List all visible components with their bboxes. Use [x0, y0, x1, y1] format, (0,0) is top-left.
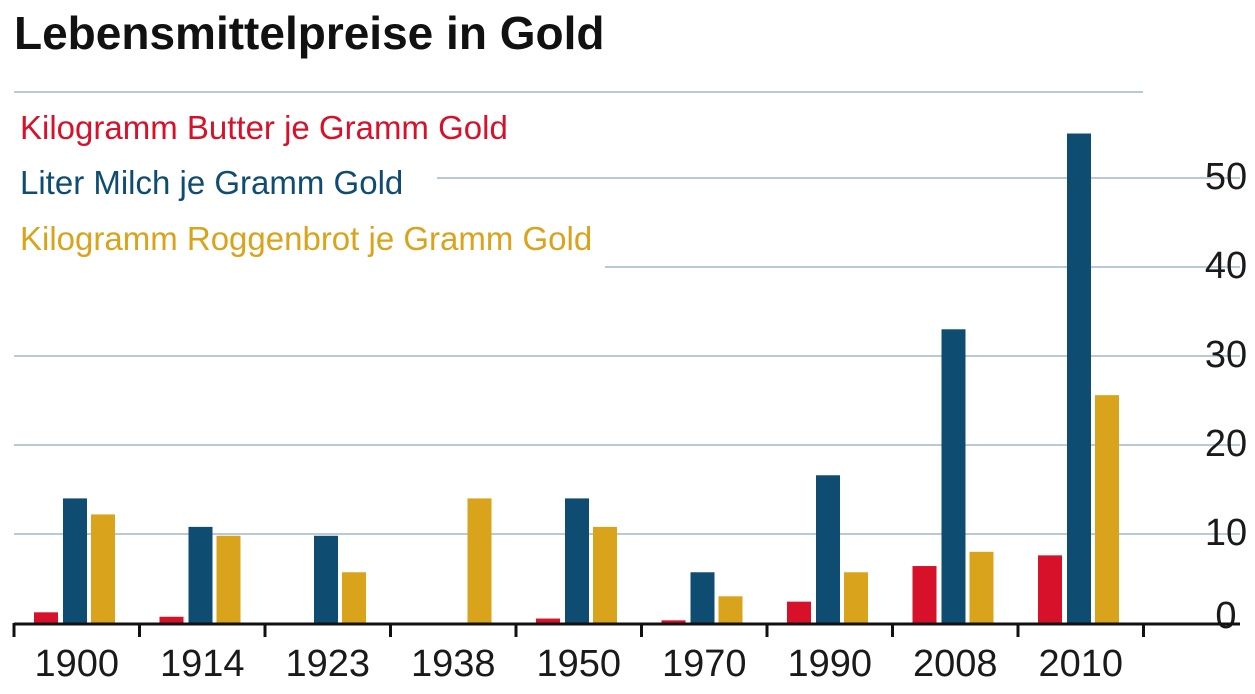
legend: Kilogramm Butter je Gramm Gold Liter Milc… [20, 109, 592, 257]
legend-entry: Kilogramm Butter je Gramm Gold [20, 109, 508, 146]
bar-1970-series-0 [661, 620, 686, 623]
bar-2008-series-0 [912, 566, 937, 623]
bar-1970-series-1 [690, 572, 715, 623]
bar-2010-series-1 [1067, 133, 1091, 623]
bar-1923-series-2 [342, 572, 366, 623]
bar-2010-series-2 [1095, 395, 1119, 623]
bar-1900-series-1 [63, 498, 87, 623]
bar-1923-series-1 [314, 535, 338, 623]
y-axis-ticks: 0 10 20 30 40 50 [1205, 156, 1247, 637]
bar-1970-series-2 [718, 596, 743, 623]
bar-1938-series-2 [467, 498, 492, 623]
x-tick-label: 2008 [913, 643, 998, 685]
bar-1950-series-0 [536, 618, 560, 623]
gridlines [14, 91, 1240, 535]
bar-1900-series-2 [91, 514, 115, 623]
y-tick-label: 30 [1205, 334, 1247, 376]
bar-2010-series-0 [1038, 555, 1062, 623]
bar-1990-series-0 [787, 601, 811, 623]
x-tick-label: 1900 [34, 643, 119, 685]
bars [34, 133, 1119, 623]
bar-1900-series-0 [34, 612, 58, 623]
x-tick-label: 1938 [411, 643, 496, 685]
legend-entry: Kilogramm Roggenbrot je Gramm Gold [20, 220, 592, 257]
bar-1914-series-1 [188, 526, 213, 623]
y-tick-label: 20 [1205, 423, 1247, 465]
bar-1914-series-0 [159, 616, 184, 623]
bar-2008-series-1 [941, 329, 966, 623]
chart-title: Lebensmittelpreise in Gold [14, 7, 605, 59]
y-tick-label: 10 [1205, 512, 1247, 554]
y-tick-label: 0 [1215, 595, 1236, 637]
x-tick-label: 2010 [1038, 643, 1123, 685]
x-axis: 1900 1914 1923 1938 1950 1970 1990 2008 2010 [12, 622, 1240, 685]
bar-1990-series-1 [816, 475, 840, 623]
bar-1990-series-2 [844, 572, 868, 623]
x-tick-label: 1914 [160, 643, 245, 685]
bar-1914-series-2 [216, 535, 241, 623]
x-tick-label: 1990 [787, 643, 872, 685]
bar-1950-series-2 [593, 526, 617, 623]
bar-2008-series-2 [969, 551, 994, 623]
y-tick-label: 50 [1205, 156, 1247, 198]
x-tick-label: 1950 [536, 643, 621, 685]
legend-entry: Liter Milch je Gramm Gold [20, 164, 403, 201]
bar-1950-series-1 [565, 498, 589, 623]
x-tick-label: 1923 [285, 643, 370, 685]
x-tick-label: 1970 [662, 643, 747, 685]
y-tick-label: 40 [1205, 245, 1247, 287]
